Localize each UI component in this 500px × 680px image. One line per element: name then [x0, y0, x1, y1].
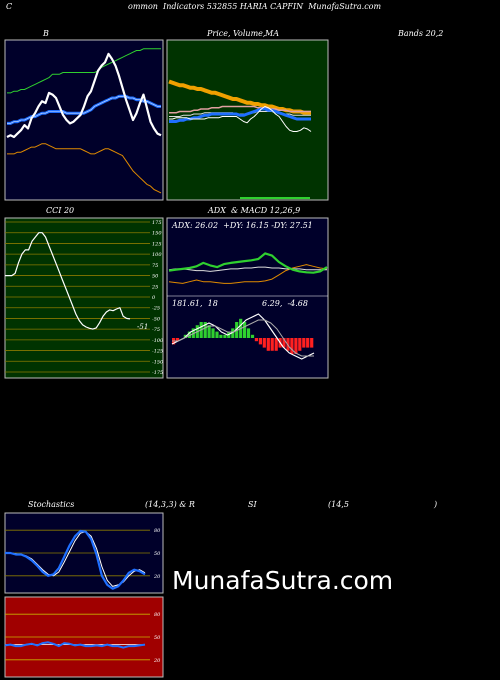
cci-tick-label: -175 [152, 370, 163, 376]
pvm-line-ma-pink [169, 105, 311, 114]
macd-hist-bar [219, 334, 223, 338]
stoch-tick-label: 80 [154, 528, 161, 534]
macd-hist-bar [187, 331, 191, 338]
macd-hist-bar [298, 338, 302, 351]
adx-macd-panel [166, 217, 329, 379]
macd-hist-bar [223, 334, 227, 338]
macd-hist-bar [215, 331, 219, 338]
bb-line-lower-band [7, 143, 162, 194]
stoch-label-a: Stochastics [28, 500, 75, 509]
macd-hist-bar [254, 338, 258, 342]
rsi-line [4, 641, 146, 649]
cci-panel [4, 217, 164, 379]
pvm-line-price [169, 106, 312, 132]
cci-tick-label: 25 [151, 284, 158, 290]
stoch-label-b: (14,3,3) & R [145, 500, 195, 509]
macd-hist-bar [231, 328, 235, 338]
rsi-tick-label: 20 [153, 658, 161, 664]
macd-hist-bar [270, 338, 274, 351]
macd-hist-bar [306, 338, 310, 348]
cci-tick-label: -100 [152, 338, 164, 344]
pvm-line-ma-blue [169, 107, 311, 123]
cci-end-value: -51 [137, 323, 149, 331]
macd-hist-bar [302, 338, 306, 348]
bb-line-upper-band [7, 48, 161, 94]
macd-hist-bar [246, 328, 251, 338]
adx-line-adx [168, 266, 327, 272]
rsi-tick-label: 50 [154, 635, 161, 641]
header-c: C [6, 2, 13, 11]
stoch-k-line [5, 529, 146, 590]
bb-panel [4, 39, 164, 201]
cci-tick-label: 175 [152, 220, 162, 226]
macd-hist-bar [207, 325, 211, 338]
pvm-label-price: Price, [207, 29, 231, 38]
cci-tick-label: -125 [152, 349, 163, 355]
macd-hist-bar [203, 322, 207, 338]
adx-values: ADX: 26.02 +DY: 16.15 -DY: 27.51 [172, 221, 313, 230]
stoch-tick-label: 50 [154, 551, 161, 557]
cci-tick-label: 50 [152, 274, 159, 280]
macd-hist-bar [310, 338, 314, 348]
macd-hist-bar [282, 338, 286, 348]
adx-macd-title: ADX & MACD 12,26,9 [208, 206, 301, 215]
pvm-label-volume: Volume, [233, 29, 266, 38]
macd-hist-bar [175, 338, 180, 342]
stoch-label-d: (14,5 [328, 500, 349, 509]
macd-line [171, 313, 315, 360]
cci-tick-label: 100 [152, 252, 162, 258]
macd-hist-bar [211, 328, 215, 338]
stoch-label-e: ) [434, 500, 438, 509]
stoch-label-c: SI [248, 500, 257, 509]
cci-line [5, 232, 131, 330]
watermark: MunafaSutra.com [172, 566, 394, 595]
cci-tick-label: -75 [152, 327, 160, 333]
cci-title: CCI 20 [46, 206, 75, 215]
macd-hist-bar [262, 338, 266, 348]
bb-line-middle-highlight [7, 96, 161, 124]
bands-label: Bands 20,2 [398, 29, 444, 38]
macd-hist-bar [274, 338, 278, 351]
adx-line-minus_di [168, 264, 328, 284]
cci-tick-label: 150 [152, 231, 162, 237]
cci-tick-label: 125 [152, 241, 162, 247]
macd-hist-bar [243, 322, 247, 338]
macd-hist-bar [266, 338, 270, 351]
cci-tick-label: -50 [152, 316, 161, 322]
adx-line-plus_di [168, 252, 328, 274]
cci-tick-label: -150 [152, 359, 164, 365]
macd-hist-bar [290, 338, 294, 354]
cci-tick-label: -25 [152, 306, 160, 312]
stoch-tick-label: 20 [153, 574, 161, 580]
cci-tick-label: 0 [152, 295, 156, 301]
macd-hist-bar [294, 338, 298, 354]
pvm-label-ma: MA [265, 29, 279, 38]
pvm-volume-strip [240, 197, 310, 199]
bb-title: B [43, 29, 49, 38]
macd-signal-line [172, 319, 314, 357]
macd-hist-bar [258, 338, 262, 345]
cci-tick-label: 75 [152, 263, 158, 269]
macd-hist-bar [250, 334, 255, 338]
macd-values-left: 181.61, 18 [172, 299, 218, 308]
macd-values-right: 6.29, -4.68 [262, 299, 308, 308]
page-title: ommon Indicators 532855 HARIA CAPFIN Mun… [128, 2, 382, 11]
rsi-tick-label: 80 [154, 612, 161, 618]
